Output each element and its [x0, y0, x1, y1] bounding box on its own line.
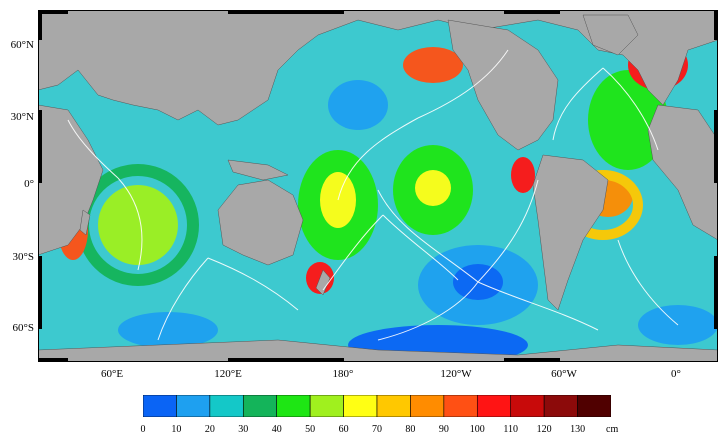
land-madagascar	[79, 209, 91, 236]
land-indonesia	[227, 159, 289, 181]
land-greenland	[582, 14, 639, 56]
cotidal-line	[67, 119, 119, 179]
lon-label-180: 180°	[332, 368, 354, 380]
colorbar-tick-label: 20	[204, 424, 215, 435]
cotidal-line	[477, 179, 539, 283]
colorbar-tick-label: 120	[536, 424, 552, 435]
cotidal-line	[417, 49, 509, 119]
colorbar-tick-label: 70	[372, 424, 382, 435]
colorbar-swatch	[209, 395, 244, 417]
colorbar-swatch	[410, 395, 445, 417]
cotidal-line	[117, 177, 143, 271]
colorbar-swatch	[242, 395, 278, 417]
colorbar-tick-label: 50	[305, 424, 316, 435]
landmasses	[38, 10, 718, 362]
tidal-amplitude-map	[38, 10, 718, 362]
lat-label-30s: 30°S	[12, 251, 34, 263]
lon-label-120e: 120°E	[214, 368, 242, 380]
map-canvas	[38, 10, 718, 362]
zone-blue-north-pacific	[328, 80, 388, 130]
colorbar-swatch	[176, 395, 211, 417]
land-new-zealand	[315, 269, 331, 296]
colorbar-swatch	[476, 395, 512, 417]
cotidal-line	[552, 67, 604, 141]
lon-label-60w: 60°W	[551, 368, 577, 380]
cotidal-line	[477, 281, 599, 331]
lat-label-60n: 60°N	[10, 39, 34, 51]
colorbar-swatch	[510, 395, 545, 417]
lat-label-60s: 60°S	[12, 322, 34, 334]
land-eurasia	[38, 10, 718, 126]
colorbar-tick-label: 10	[171, 424, 182, 435]
cotidal-line	[322, 214, 384, 291]
colorbar-swatch	[577, 395, 611, 417]
colorbar	[143, 395, 611, 417]
colorbar-tick-label: 40	[271, 424, 282, 435]
zone-blue-antarctic-indian	[118, 312, 218, 348]
colorbar-swatch	[376, 395, 411, 417]
colorbar-tick-label: 30	[238, 424, 249, 435]
colorbar-tick-label: 100	[469, 424, 485, 435]
zone-green-indian	[98, 185, 178, 265]
colorbar-swatch	[443, 395, 478, 417]
cotidal-line	[337, 117, 419, 201]
colorbar-swatch	[143, 395, 177, 417]
zone-red-panama	[511, 157, 535, 193]
lat-label-30n: 30°N	[10, 111, 34, 123]
cotidal-line	[602, 67, 659, 151]
land-north-america	[447, 19, 559, 151]
land-south-america	[532, 154, 609, 311]
colorbar-tick-label: 60	[338, 424, 349, 435]
zone-green-atlantic	[588, 70, 668, 170]
colorbar-tick-label: 110	[503, 424, 518, 435]
cotidal-line	[382, 214, 459, 281]
cotidal-line	[157, 257, 209, 341]
land-africa	[38, 104, 104, 256]
colorbar-swatch	[343, 395, 378, 417]
zone-yellow-east-pacific	[415, 170, 451, 206]
cotidal-line	[207, 257, 299, 311]
lat-label-0: 0°	[24, 178, 34, 190]
colorbar-unit: cm	[606, 424, 619, 435]
colorbar-tick-label: 80	[405, 424, 416, 435]
land-africa-west	[647, 104, 718, 241]
cotidal-lines	[67, 49, 679, 341]
land-australia	[217, 179, 304, 266]
zone-red-gulf-alaska	[403, 47, 463, 83]
colorbar-tick-label: 130	[570, 424, 586, 435]
lon-label-120w: 120°W	[440, 368, 472, 380]
cotidal-line	[377, 189, 479, 283]
colorbar-tick-label: 0	[140, 424, 146, 435]
lon-label-0: 0°	[671, 368, 681, 380]
frame-graduation	[38, 10, 718, 362]
land-antarctica	[38, 339, 718, 362]
colorbar-swatch	[276, 395, 311, 417]
colorbar-tick-label: 90	[438, 424, 449, 435]
colorbar-swatch	[543, 395, 578, 417]
cotidal-line	[377, 281, 479, 341]
cotidal-line	[617, 239, 679, 326]
map-frame	[38, 10, 718, 362]
colorbar-swatch	[309, 395, 344, 417]
lon-label-60e: 60°E	[100, 368, 124, 380]
